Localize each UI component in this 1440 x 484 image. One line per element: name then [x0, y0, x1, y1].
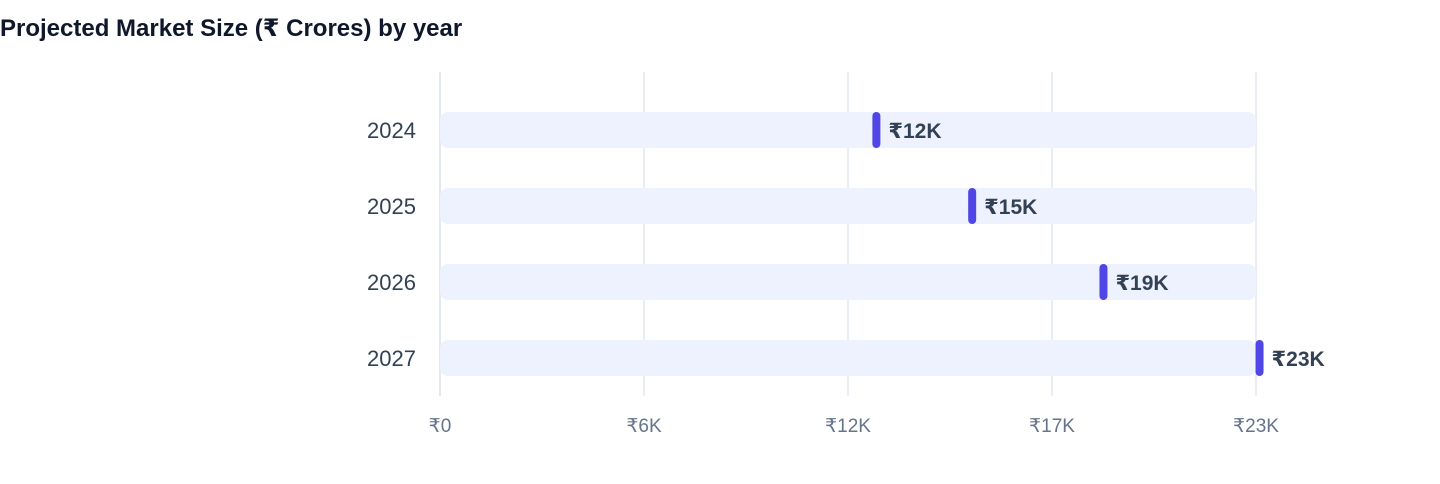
- x-tick-label: ₹17K: [1029, 416, 1075, 437]
- category-label: 2025: [367, 194, 416, 219]
- data-label: ₹12K: [888, 120, 941, 143]
- labels: ₹0 ₹6K ₹12K ₹17K ₹23K 2024 ₹12K 2025 ₹15K 2026 ₹19…: [367, 118, 1325, 437]
- value-marker: [1255, 340, 1264, 376]
- category-label: 2026: [367, 270, 416, 295]
- value-marker: [1099, 264, 1108, 300]
- value-marker: [872, 112, 881, 148]
- x-tick-label: ₹23K: [1233, 416, 1279, 437]
- category-label: 2027: [367, 346, 416, 371]
- chart-title: Projected Market Size (₹ Crores) by year: [0, 15, 463, 42]
- data-label: ₹19K: [1115, 272, 1168, 295]
- value-marker: [968, 188, 977, 224]
- data-label: ₹15K: [984, 196, 1037, 219]
- bar-tracks: [440, 112, 1256, 376]
- data-label: ₹23K: [1272, 348, 1325, 371]
- x-tick-label: ₹6K: [626, 416, 662, 437]
- bar-track: [440, 340, 1256, 376]
- value-markers: [872, 112, 1264, 376]
- x-tick-label: ₹0: [429, 416, 452, 437]
- bar-track: [440, 188, 1256, 224]
- bar-track: [440, 112, 1256, 148]
- category-label: 2024: [367, 118, 416, 143]
- x-tick-label: ₹12K: [825, 416, 871, 437]
- bar-track: [440, 264, 1256, 300]
